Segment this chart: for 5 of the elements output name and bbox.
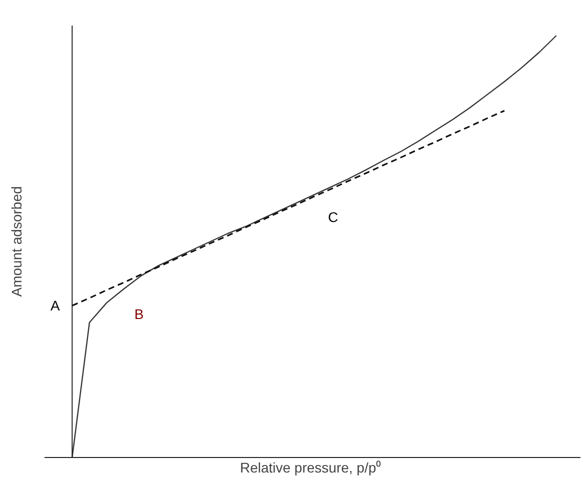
annotation: A — [50, 298, 61, 314]
y-axis-title: Amount adsorbed — [8, 186, 24, 297]
x-axis-title: Relative pressure, p/p⁰ — [240, 460, 382, 476]
annotation: B — [134, 306, 144, 322]
annotation: C — [328, 209, 338, 226]
